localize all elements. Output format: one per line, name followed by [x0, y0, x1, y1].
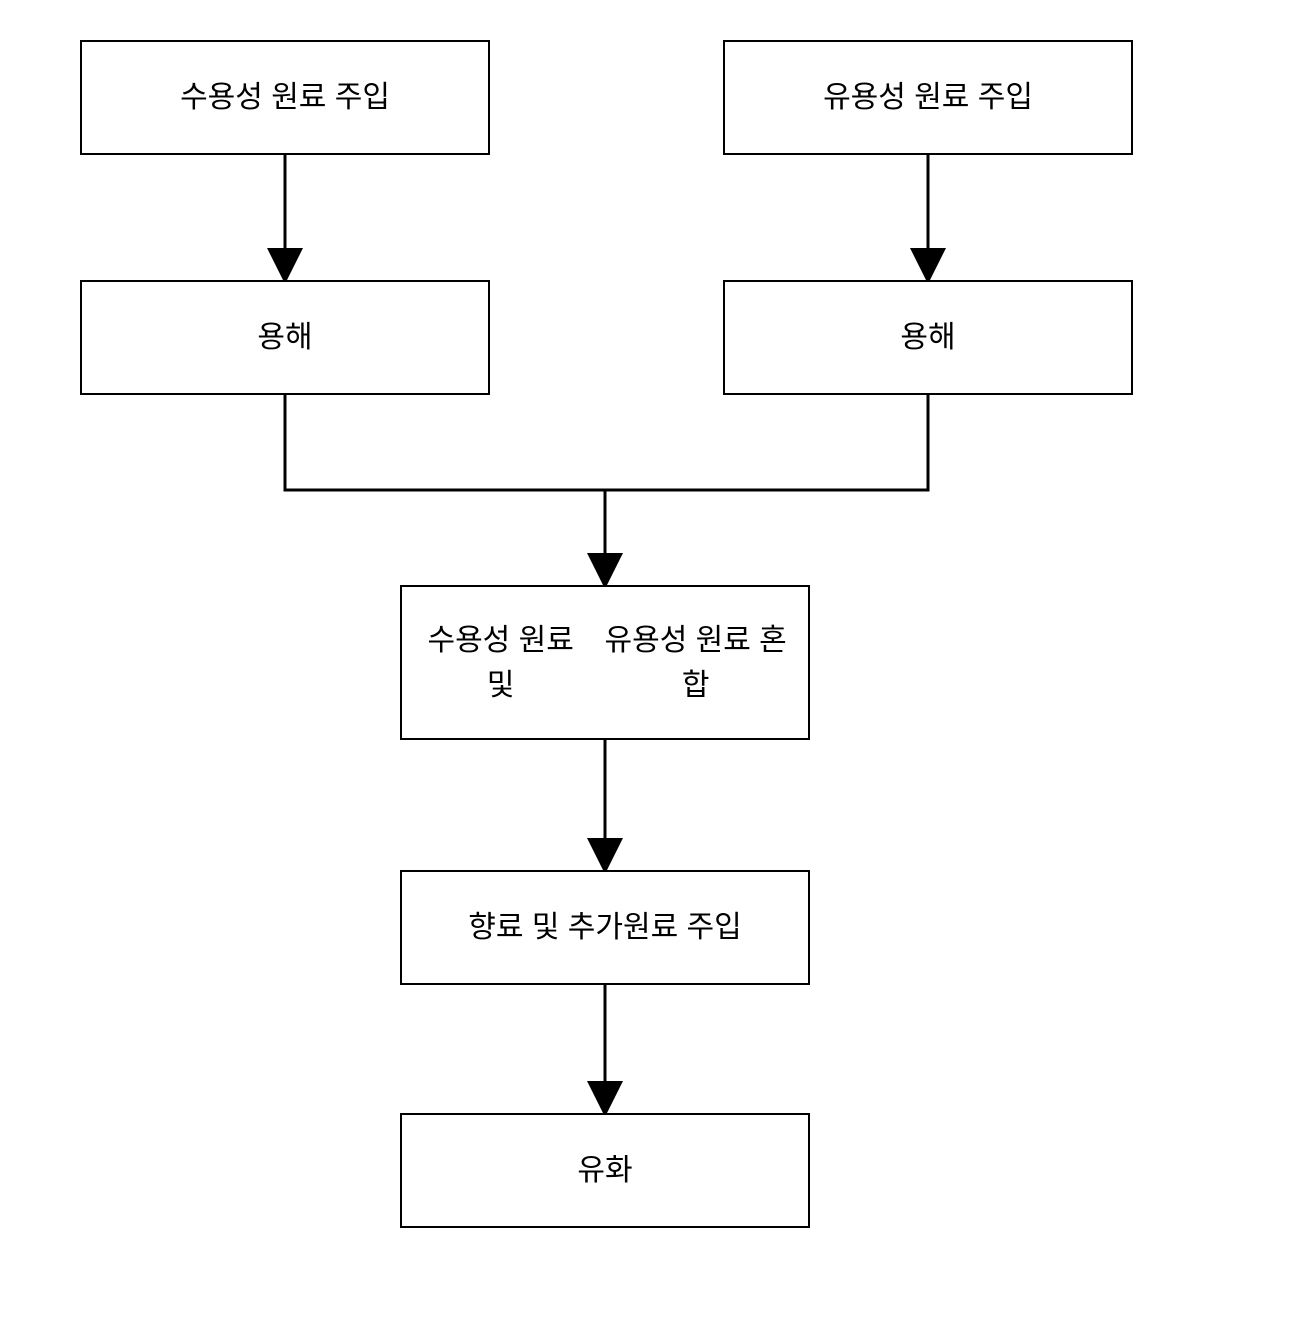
node-text-line: 수용성 원료 및: [410, 618, 591, 708]
node-text-line: 수용성 원료 주입: [180, 75, 390, 120]
node-text-line: 유용성 원료 혼합: [591, 618, 800, 708]
flowchart-node-n6: 향료 및 추가원료 주입: [400, 870, 810, 985]
flowchart-node-n5: 수용성 원료 및유용성 원료 혼합: [400, 585, 810, 740]
flowchart-node-n3: 용해: [80, 280, 490, 395]
flowchart-node-n1: 수용성 원료 주입: [80, 40, 490, 155]
node-text-line: 용해: [900, 315, 955, 360]
node-text-line: 유용성 원료 주입: [823, 75, 1033, 120]
node-text-line: 용해: [257, 315, 312, 360]
flowchart-node-n2: 유용성 원료 주입: [723, 40, 1133, 155]
flowchart-node-n4: 용해: [723, 280, 1133, 395]
process-flowchart: 수용성 원료 주입 유용성 원료 주입용해 용해수용성 원료 및유용성 원료 혼합향…: [0, 0, 1291, 1324]
node-text-line: 향료 및 추가원료 주입: [468, 905, 741, 950]
flowchart-node-n7: 유화: [400, 1113, 810, 1228]
node-text-line: 유화: [577, 1148, 632, 1193]
